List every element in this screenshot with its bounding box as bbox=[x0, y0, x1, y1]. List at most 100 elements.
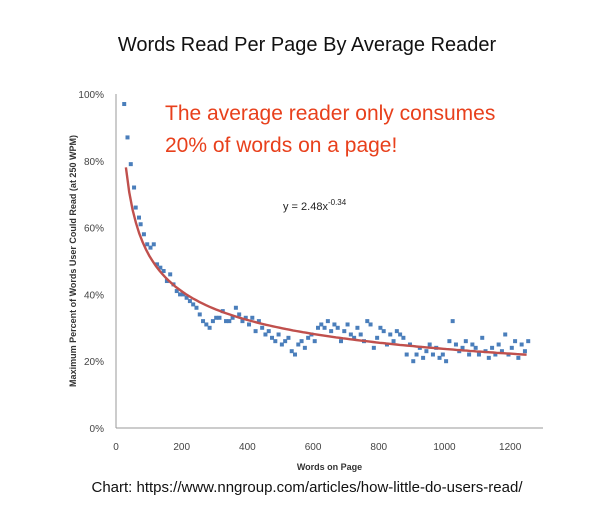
data-point bbox=[210, 319, 215, 324]
data-point bbox=[490, 345, 495, 350]
y-tick-label: 80% bbox=[84, 157, 104, 168]
data-point bbox=[509, 345, 514, 350]
data-point bbox=[276, 332, 281, 337]
data-point bbox=[486, 355, 491, 360]
chart-axes bbox=[115, 94, 543, 429]
data-point bbox=[207, 325, 212, 330]
data-point bbox=[178, 292, 183, 297]
y-tick-labels: 0% 20% 40% 60% 80% 100% bbox=[78, 90, 104, 435]
data-point bbox=[316, 325, 321, 330]
data-point bbox=[411, 359, 416, 364]
data-point bbox=[283, 339, 288, 344]
data-point bbox=[161, 269, 166, 274]
data-point bbox=[427, 342, 432, 347]
data-point bbox=[145, 242, 150, 247]
data-point bbox=[253, 329, 258, 334]
data-point bbox=[187, 299, 192, 304]
data-point bbox=[342, 329, 347, 334]
data-point bbox=[358, 332, 363, 337]
data-point bbox=[227, 319, 232, 324]
data-point bbox=[424, 349, 429, 354]
data-point bbox=[378, 325, 383, 330]
data-point bbox=[450, 319, 455, 324]
data-point bbox=[240, 319, 245, 324]
data-point bbox=[388, 332, 393, 337]
data-point bbox=[155, 262, 160, 267]
data-point bbox=[312, 339, 317, 344]
data-point bbox=[332, 322, 337, 327]
data-point bbox=[368, 322, 373, 327]
data-point bbox=[352, 335, 357, 340]
trend-line bbox=[124, 167, 527, 356]
x-tick-label: 200 bbox=[173, 442, 190, 453]
data-point bbox=[237, 312, 242, 317]
source-caption: Chart: https://www.nngroup.com/articles/… bbox=[91, 479, 523, 496]
data-point bbox=[480, 335, 485, 340]
data-point bbox=[404, 352, 409, 357]
data-point bbox=[247, 322, 252, 327]
data-point bbox=[133, 205, 138, 210]
y-tick-label: 60% bbox=[84, 224, 104, 235]
data-point bbox=[136, 215, 141, 220]
data-point bbox=[168, 272, 173, 277]
data-point bbox=[398, 332, 403, 337]
data-point bbox=[519, 342, 524, 347]
data-point bbox=[516, 355, 521, 360]
data-point bbox=[299, 339, 304, 344]
y-tick-label: 100% bbox=[78, 90, 104, 101]
data-point bbox=[329, 329, 334, 334]
data-point bbox=[365, 319, 370, 324]
data-point bbox=[191, 302, 196, 307]
data-point bbox=[266, 329, 271, 334]
data-point bbox=[151, 242, 156, 247]
data-point bbox=[391, 339, 396, 344]
data-point bbox=[184, 295, 189, 300]
data-point bbox=[460, 345, 465, 350]
data-point bbox=[345, 322, 350, 327]
data-point bbox=[440, 352, 445, 357]
data-point bbox=[355, 325, 360, 330]
data-point bbox=[375, 335, 380, 340]
callout-line-1: The average reader only consumes bbox=[165, 102, 495, 125]
data-point bbox=[224, 319, 229, 324]
page-title: Words Read Per Page By Average Reader bbox=[117, 34, 497, 56]
x-axis-label: Words on Page bbox=[297, 462, 362, 472]
callout-line-2: 20% of words on a page! bbox=[165, 134, 397, 157]
data-point bbox=[279, 342, 284, 347]
data-point bbox=[217, 315, 222, 320]
data-point bbox=[289, 349, 294, 354]
data-point bbox=[128, 162, 133, 167]
y-axis-label: Maximum Percent of Words User Could Read… bbox=[68, 135, 78, 387]
data-point bbox=[132, 185, 137, 190]
data-point bbox=[381, 329, 386, 334]
data-point bbox=[476, 352, 481, 357]
data-point bbox=[293, 352, 298, 357]
data-point bbox=[526, 339, 531, 344]
data-point bbox=[371, 345, 376, 350]
y-tick-label: 40% bbox=[84, 290, 104, 301]
data-point bbox=[503, 332, 508, 337]
data-point bbox=[201, 319, 206, 324]
data-point bbox=[174, 289, 179, 294]
x-tick-label: 400 bbox=[239, 442, 256, 453]
data-point bbox=[204, 322, 209, 327]
data-point bbox=[325, 319, 330, 324]
data-point bbox=[306, 335, 311, 340]
x-tick-label: 600 bbox=[305, 442, 322, 453]
data-point bbox=[273, 339, 278, 344]
data-point bbox=[194, 305, 199, 310]
data-point bbox=[181, 292, 186, 297]
data-point bbox=[270, 335, 275, 340]
data-point bbox=[522, 349, 527, 354]
data-point bbox=[430, 352, 435, 357]
data-point bbox=[467, 352, 472, 357]
data-point bbox=[197, 312, 202, 317]
trend-equation: y = 2.48x-0.34 bbox=[283, 198, 347, 213]
data-point bbox=[513, 339, 518, 344]
x-tick-label: 1200 bbox=[499, 442, 522, 453]
data-point bbox=[493, 352, 498, 357]
data-point bbox=[214, 315, 219, 320]
data-point bbox=[322, 325, 327, 330]
equation-exponent: -0.34 bbox=[328, 198, 347, 207]
